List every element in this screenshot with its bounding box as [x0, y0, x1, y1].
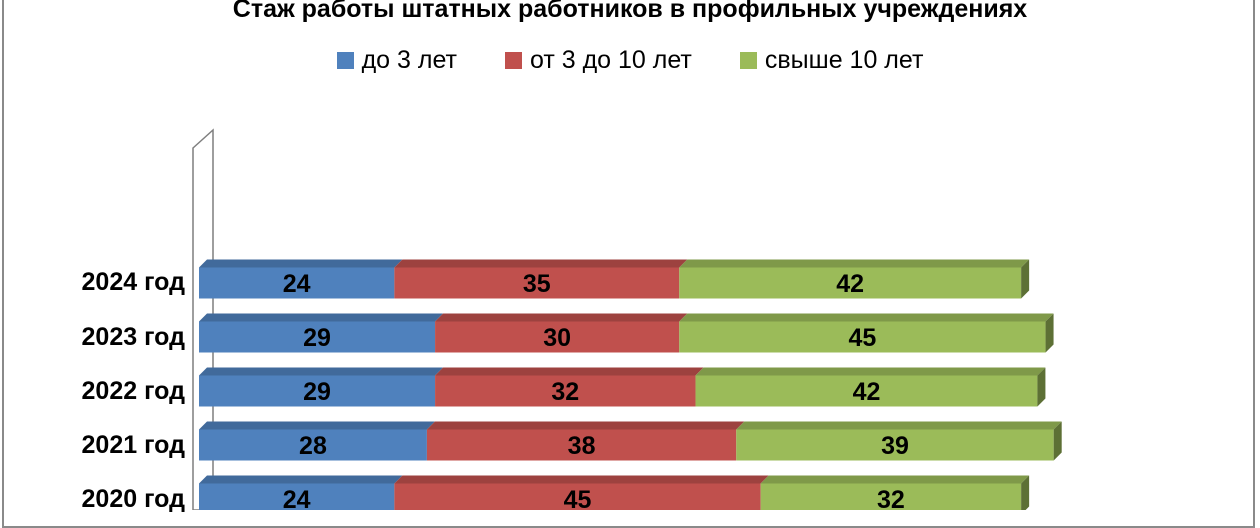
bar-side-2021	[1053, 421, 1062, 461]
bar-top-3-to-10-years-2022	[435, 367, 704, 376]
data-label-under-3-years-2020: 24	[283, 486, 311, 510]
chart-title: Стаж работы штатных работников в профиль…	[232, 0, 1028, 23]
bar-side-2023	[1045, 313, 1054, 353]
legend-label-over-10-years: свыше 10 лет	[764, 46, 924, 74]
bar-3-to-10-years-2023	[435, 321, 680, 353]
bar-top-3-to-10-years-2024	[394, 259, 688, 268]
legend-item-3-to-10-years: от 3 до 10 лет	[504, 46, 692, 75]
category-label-2023: 2023 год	[81, 323, 185, 351]
bar-over-10-years-2022	[695, 375, 1038, 407]
bar-3-to-10-years-2021	[426, 429, 737, 461]
legend-swatch-over-10-years	[739, 52, 757, 69]
bar-side-2020	[1021, 475, 1030, 510]
data-label-over-10-years-2022: 42	[853, 378, 881, 406]
data-label-3-to-10-years-2020: 45	[564, 486, 592, 510]
bar-under-3-years-2022	[199, 375, 436, 407]
bar-top-under-3-years-2021	[199, 421, 435, 430]
legend-label-3-to-10-years: от 3 до 10 лет	[529, 46, 692, 74]
category-label-2022: 2022 год	[81, 377, 185, 405]
bar-side-2022	[1037, 367, 1046, 407]
category-label-2021: 2021 год	[81, 431, 185, 459]
data-label-3-to-10-years-2024: 35	[523, 270, 551, 298]
data-label-3-to-10-years-2022: 32	[551, 378, 579, 406]
data-label-under-3-years-2023: 29	[303, 324, 331, 352]
bar-top-3-to-10-years-2023	[435, 313, 688, 322]
bar-top-3-to-10-years-2021	[426, 421, 745, 430]
data-label-over-10-years-2021: 39	[881, 432, 909, 460]
bar-under-3-years-2020	[199, 483, 395, 510]
bar-top-under-3-years-2024	[199, 259, 403, 268]
data-label-under-3-years-2021: 28	[299, 432, 327, 460]
bar-over-10-years-2023	[679, 321, 1046, 353]
bar-3-to-10-years-2022	[435, 375, 696, 407]
legend-item-under-3-years: до 3 лет	[336, 46, 457, 75]
chart-plot: 24 35 42 29 30 45 29 32 42 28 38 39 24 45 32	[192, 128, 1062, 510]
bar-under-3-years-2021	[199, 429, 427, 461]
bar-3-to-10-years-2020	[394, 483, 761, 510]
legend: до 3 лет от 3 до 10 лет свыше 10 лет	[0, 46, 1260, 75]
legend-label-under-3-years: до 3 лет	[361, 46, 457, 74]
bar-top-over-10-years-2022	[695, 367, 1046, 376]
category-label-2024: 2024 год	[81, 268, 185, 296]
bar-3-to-10-years-2024	[394, 267, 680, 299]
data-label-over-10-years-2024: 42	[836, 270, 864, 298]
data-label-over-10-years-2020: 32	[877, 486, 905, 510]
bar-top-3-to-10-years-2020	[394, 475, 769, 484]
legend-swatch-under-3-years	[336, 52, 354, 69]
category-label-2020: 2020 год	[81, 485, 185, 513]
bar-side-2024	[1021, 259, 1030, 299]
bar-over-10-years-2021	[736, 429, 1054, 461]
bar-under-3-years-2023	[199, 321, 436, 353]
bar-top-over-10-years-2023	[679, 313, 1054, 322]
bar-top-under-3-years-2020	[199, 475, 403, 484]
bar-top-over-10-years-2020	[760, 475, 1030, 484]
bar-under-3-years-2024	[199, 267, 395, 299]
bar-top-over-10-years-2021	[736, 421, 1062, 430]
bar-top-over-10-years-2024	[679, 259, 1030, 268]
legend-item-over-10-years: свыше 10 лет	[739, 46, 924, 75]
data-label-3-to-10-years-2023: 30	[543, 324, 571, 352]
bar-over-10-years-2020	[760, 483, 1022, 510]
data-label-under-3-years-2022: 29	[303, 378, 331, 406]
data-label-over-10-years-2023: 45	[849, 324, 877, 352]
data-label-3-to-10-years-2021: 38	[568, 432, 596, 460]
bar-top-under-3-years-2023	[199, 313, 444, 322]
bar-top-under-3-years-2022	[199, 367, 444, 376]
legend-swatch-3-to-10-years	[504, 52, 522, 69]
bar-over-10-years-2024	[679, 267, 1022, 299]
data-label-under-3-years-2024: 24	[283, 270, 311, 298]
